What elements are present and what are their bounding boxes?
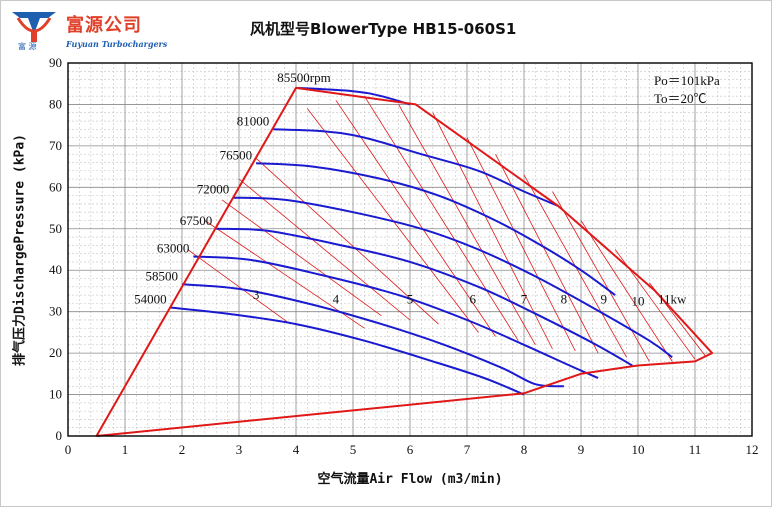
condition-pressure: Po＝101kPa	[654, 73, 720, 88]
x-axis-label: 空气流量Air Flow (m3/min)	[317, 472, 503, 487]
speed-line	[193, 255, 599, 379]
y-tick-label: 20	[49, 345, 62, 360]
y-tick-label: 90	[49, 55, 62, 70]
speed-line	[233, 196, 673, 359]
speed-line-label: 81000	[237, 113, 270, 128]
power-line-label: 6	[469, 291, 476, 306]
speed-lines	[170, 86, 673, 396]
speed-line	[216, 227, 633, 367]
power-line	[221, 199, 382, 317]
power-line-label: 5	[407, 291, 414, 306]
x-tick-label: 11	[689, 442, 702, 457]
y-tick-label: 60	[49, 179, 62, 194]
logo-company-cn: 富源公司	[66, 15, 142, 36]
power-line-label: 8	[561, 291, 568, 306]
power-line-label: 7	[521, 291, 528, 306]
x-tick-label: 6	[407, 442, 414, 457]
x-tick-label: 1	[122, 442, 129, 457]
power-line	[187, 249, 291, 325]
condition-temperature: To＝20℃	[654, 91, 707, 106]
speed-line-label: 54000	[134, 292, 167, 307]
y-tick-label: 40	[49, 262, 62, 277]
speed-line	[295, 86, 411, 106]
power-line	[398, 104, 536, 345]
speed-line-label: 58500	[146, 268, 179, 283]
axes	[67, 62, 753, 437]
power-line	[335, 100, 496, 337]
speed-line	[181, 283, 564, 388]
power-line-label: 9	[601, 291, 608, 306]
company-logo: 富源公司 富 源 Fuyuan Turbochargers	[4, 4, 168, 54]
speed-line-label: 63000	[157, 241, 190, 256]
power-line	[552, 191, 650, 362]
power-line-label: 10	[632, 293, 645, 308]
x-tick-label: 8	[521, 442, 528, 457]
speed-line-label: 67500	[180, 213, 213, 228]
speed-line-label: 72000	[197, 182, 230, 197]
y-tick-label: 70	[49, 138, 62, 153]
y-tick-label: 0	[56, 428, 63, 443]
power-line	[255, 158, 439, 325]
x-tick-label: 0	[65, 442, 72, 457]
fuyuan-logo-icon	[12, 12, 56, 42]
boundary-line	[95, 86, 714, 437]
x-tick-label: 4	[293, 442, 300, 457]
x-tick-label: 7	[464, 442, 471, 457]
x-tick-label: 9	[578, 442, 585, 457]
power-line	[432, 112, 553, 350]
y-tick-label: 30	[49, 304, 62, 319]
logo-small-cn: 富 源	[18, 42, 37, 51]
x-tick-label: 3	[236, 442, 243, 457]
y-tick-label: 80	[49, 96, 62, 111]
operating-boundary	[95, 86, 714, 437]
x-tick-label: 2	[179, 442, 186, 457]
power-line-label: 3	[253, 287, 260, 302]
power-line	[495, 154, 599, 354]
power-line	[580, 220, 673, 362]
logo-company-en: Fuyuan Turbochargers	[66, 39, 168, 49]
x-tick-label: 12	[746, 442, 759, 457]
power-line-label: 4	[333, 291, 340, 306]
speed-line-label: 76500	[220, 147, 253, 162]
x-tick-label: 5	[350, 442, 357, 457]
power-line	[364, 95, 519, 341]
y-tick-label: 50	[49, 221, 62, 236]
y-axis-label: 排气压力DischargePressure (kPa)	[12, 133, 28, 367]
power-line-label: 11kw	[658, 291, 687, 306]
speed-line	[256, 162, 616, 296]
power-line	[204, 220, 365, 329]
plot-area-border	[67, 62, 753, 437]
speed-line	[170, 306, 525, 396]
power-line	[238, 178, 411, 321]
y-tick-label: 10	[49, 387, 62, 402]
chart-title: 风机型号BlowerType HB15-060S1	[250, 20, 517, 38]
speed-line	[273, 128, 559, 207]
x-tick-label: 10	[632, 442, 645, 457]
speed-line-label: 85500rpm	[277, 70, 330, 85]
